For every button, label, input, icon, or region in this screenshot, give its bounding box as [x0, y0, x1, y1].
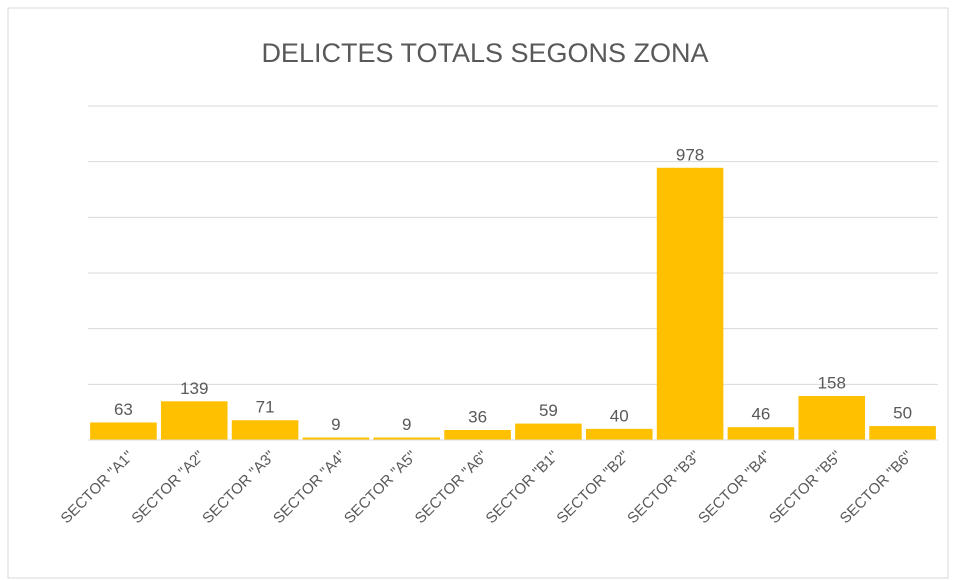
bar: [444, 429, 511, 440]
data-label: 50: [893, 404, 912, 423]
data-label: 9: [402, 415, 411, 434]
bar: [869, 426, 936, 440]
data-label: 40: [610, 406, 629, 425]
bar: [160, 401, 228, 440]
bar: [727, 427, 795, 440]
data-label: 59: [539, 401, 558, 420]
bar: [302, 437, 370, 440]
data-label: 36: [468, 407, 487, 426]
data-label: 158: [818, 374, 846, 393]
bar: [373, 437, 441, 440]
data-label: 46: [751, 405, 770, 424]
bar: [798, 396, 866, 440]
chart-border: [7, 7, 949, 579]
bar: [90, 422, 157, 440]
data-label: 978: [676, 145, 704, 164]
chart-title: DELICTES TOTALS SEGONS ZONA: [261, 38, 708, 68]
data-label: 71: [256, 398, 275, 417]
bar: [585, 428, 653, 440]
data-label: 9: [331, 415, 340, 434]
bar: [656, 167, 724, 441]
data-label: 139: [180, 379, 208, 398]
bar: [231, 420, 299, 440]
data-label: 63: [114, 400, 133, 419]
bar: [515, 423, 582, 440]
